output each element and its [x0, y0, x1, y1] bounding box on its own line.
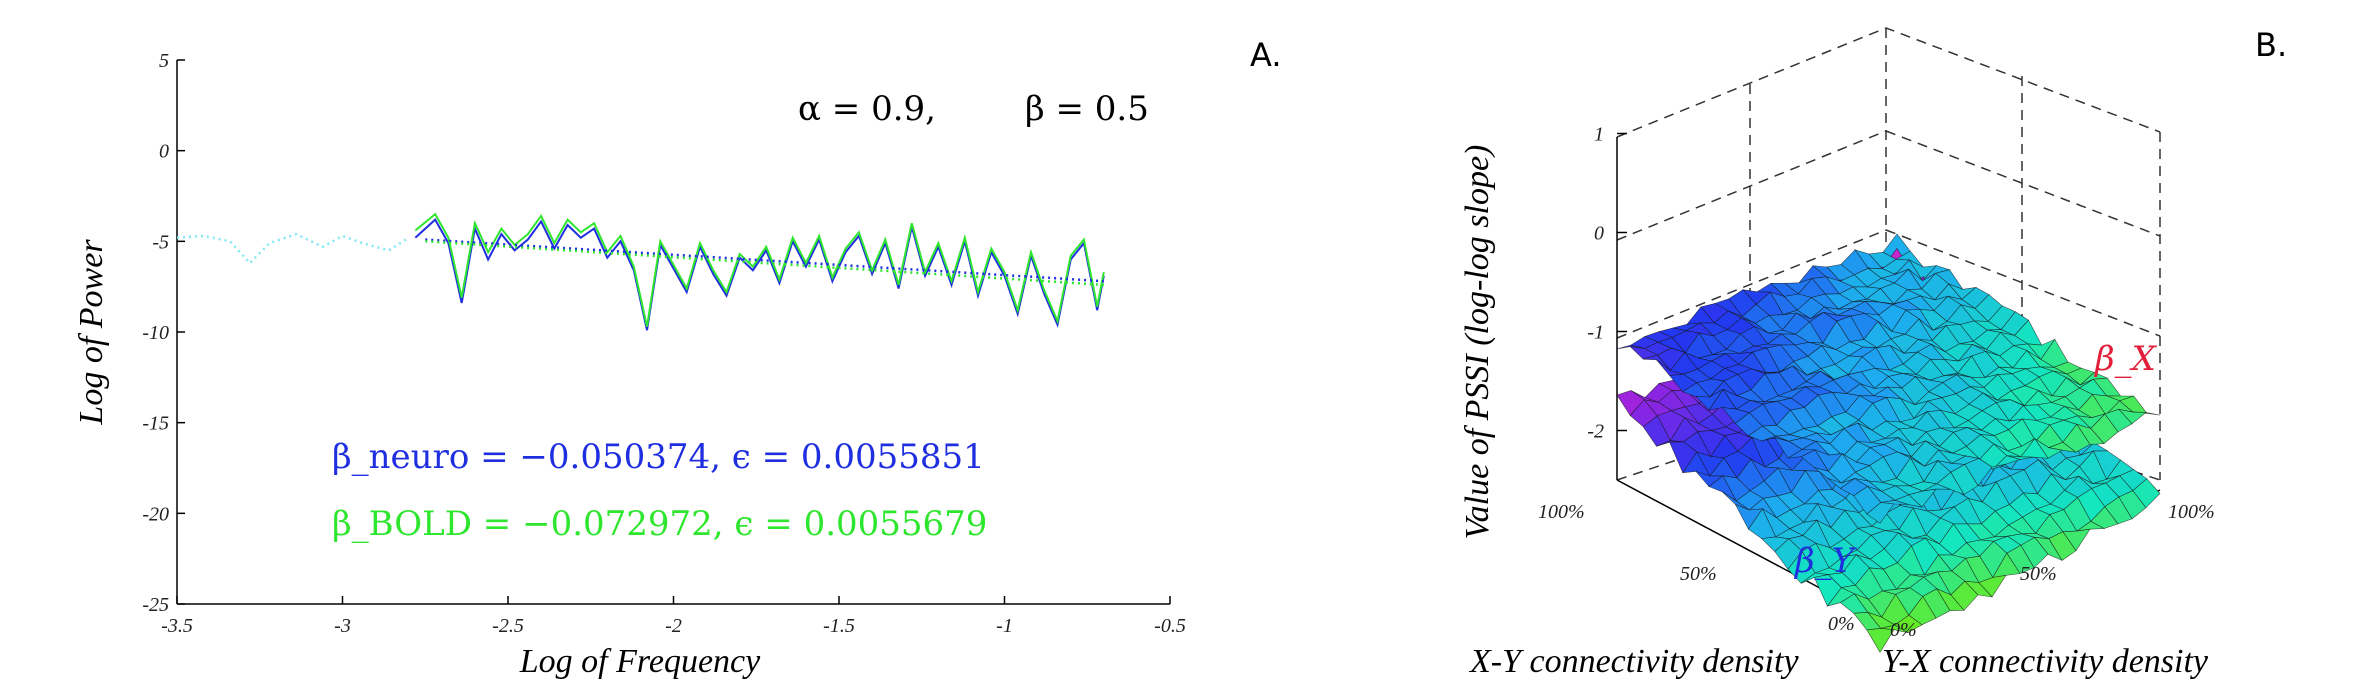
- y-tick-label: -25: [142, 594, 169, 616]
- x-axis-3d-label: X-Y connectivity density: [1468, 643, 1799, 680]
- surface-facet-0: [1866, 502, 1895, 524]
- y-tick-label: -10: [142, 322, 169, 344]
- series-line-1: [414, 212, 1105, 327]
- x-tick-label: -1.5: [823, 615, 855, 637]
- x-axis-label: Log of Frequency: [519, 643, 761, 680]
- z-tick-label: 1: [1594, 124, 1604, 146]
- x-tick-label: -0.5: [1154, 615, 1186, 637]
- beta-neuro-annotation: β_neuro = −0.050374, ϵ = 0.0055851: [332, 437, 985, 477]
- beta-y-label: β_Y: [1793, 541, 1858, 581]
- x-tick-50: 50%: [1680, 563, 1717, 585]
- y-tick-100: 100%: [2168, 501, 2215, 523]
- y-axis-label: Log of Power: [73, 239, 110, 426]
- y-axis-3d-label: Y-X connectivity density: [1882, 643, 2209, 680]
- x-tick-label: -3.5: [161, 615, 193, 637]
- panel-a-chart: -3.5 -3 -2.5 -2 -1.5 -1 -0.5 50-5-10-15-20-25 …: [73, 50, 1186, 680]
- x-tick-label: -3: [334, 615, 351, 637]
- series-line-2: [176, 232, 410, 265]
- y-tick-label: -15: [142, 413, 169, 435]
- z-axis-3d-label: Value of PSSI (log-log slope): [1459, 145, 1496, 540]
- x-tick-100: 100%: [1538, 501, 1585, 523]
- alpha-param: α = 0.9,: [798, 89, 936, 129]
- beta-bold-annotation: β_BOLD = −0.072972, ϵ = 0.0055679: [332, 504, 987, 544]
- y-tick-label: 0: [159, 141, 169, 163]
- y-tick-label: -5: [152, 231, 169, 253]
- y-tick-label: -20: [142, 503, 169, 525]
- z-tick-label: 0: [1594, 223, 1604, 245]
- x-tick-label: -2.5: [492, 615, 524, 637]
- beta-x-label: β_X: [2093, 339, 2158, 379]
- y-tick-0: 0%: [1890, 619, 1917, 641]
- y-tick-label: 5: [159, 50, 169, 72]
- beta-param: β = 0.5: [1025, 89, 1149, 129]
- panel-label-a: A.: [1250, 36, 1282, 74]
- panel-label-b: B.: [2255, 26, 2287, 64]
- series-line-3: [425, 238, 1104, 283]
- z-tick-label: -1: [1587, 322, 1604, 344]
- series-line-0: [414, 218, 1105, 331]
- panel-b-chart: 1 0 -1 -2 100% 50% 0% 0% 50% 100% X-Y conne…: [1459, 27, 2215, 680]
- z-tick-label: -2: [1587, 421, 1604, 443]
- x-tick-label: -1: [996, 615, 1013, 637]
- y-tick-50: 50%: [2020, 563, 2057, 585]
- x-tick-label: -2: [665, 615, 682, 637]
- surface-facet-1: [1866, 628, 1895, 653]
- x-tick-0: 0%: [1828, 613, 1855, 635]
